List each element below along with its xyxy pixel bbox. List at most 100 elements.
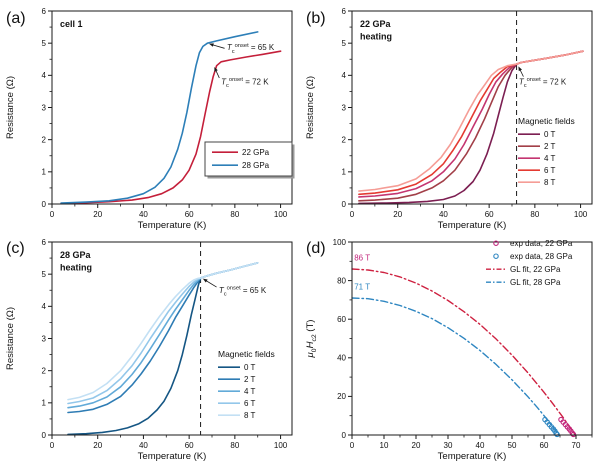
svg-text:40: 40 xyxy=(139,210,148,219)
svg-text:80: 80 xyxy=(337,276,346,285)
svg-text:50: 50 xyxy=(508,441,517,450)
svg-text:22 GPa: 22 GPa xyxy=(242,148,270,157)
svg-text:6 T: 6 T xyxy=(544,166,556,175)
svg-text:Temperature (K): Temperature (K) xyxy=(438,451,507,461)
svg-text:0: 0 xyxy=(350,210,355,219)
svg-text:3: 3 xyxy=(42,334,47,343)
svg-text:4 T: 4 T xyxy=(544,154,556,163)
svg-text:4: 4 xyxy=(342,71,347,80)
svg-text:40: 40 xyxy=(439,210,448,219)
svg-text:0 T: 0 T xyxy=(544,130,556,139)
panel-d: 0 10 20 30 40 50 60 70 0 20 40 60 80 100 Temperature (… xyxy=(300,231,600,461)
svg-text:0: 0 xyxy=(350,441,355,450)
panel-b: 0 20 40 60 80 100 0 1 2 3 4 5 6 Temperature (K) Resist… xyxy=(300,0,600,230)
svg-text:86 T: 86 T xyxy=(354,253,370,262)
svg-text:100: 100 xyxy=(574,210,588,219)
svg-text:1: 1 xyxy=(42,168,47,177)
svg-text:20: 20 xyxy=(393,210,402,219)
svg-text:Temperature (K): Temperature (K) xyxy=(138,220,207,230)
svg-text:2: 2 xyxy=(42,366,47,375)
svg-text:4: 4 xyxy=(42,302,47,311)
svg-text:Temperature (K): Temperature (K) xyxy=(438,220,507,230)
panel-d-letter: (d) xyxy=(306,240,326,257)
svg-text:20: 20 xyxy=(93,210,102,219)
svg-text:heating: heating xyxy=(60,263,92,273)
svg-text:Resistance (Ω): Resistance (Ω) xyxy=(305,76,316,139)
svg-text:heating: heating xyxy=(360,32,392,42)
panel-a-letter: (a) xyxy=(6,10,26,27)
svg-text:Tconset = 65 K: Tconset = 65 K xyxy=(219,285,267,297)
svg-text:0: 0 xyxy=(50,441,55,450)
svg-text:6: 6 xyxy=(42,7,47,16)
svg-text:80: 80 xyxy=(230,210,239,219)
svg-text:Magnetic fields: Magnetic fields xyxy=(518,116,575,126)
svg-text:μ0Hc2 (T): μ0Hc2 (T) xyxy=(305,320,318,359)
svg-text:0: 0 xyxy=(42,200,47,209)
svg-text:2 T: 2 T xyxy=(244,375,256,384)
svg-text:40: 40 xyxy=(337,354,346,363)
svg-text:0: 0 xyxy=(342,200,347,209)
svg-text:20: 20 xyxy=(337,392,346,401)
svg-text:GL fit, 28 GPa: GL fit, 28 GPa xyxy=(510,278,561,287)
panel-a: 0 20 40 60 80 100 0 1 2 3 4 5 6 Temperature (K) Resist… xyxy=(0,0,300,230)
svg-text:2: 2 xyxy=(42,135,47,144)
svg-text:5: 5 xyxy=(42,270,47,279)
svg-text:exp data, 22 GPa: exp data, 22 GPa xyxy=(510,239,573,248)
svg-text:3: 3 xyxy=(42,103,47,112)
svg-text:0 T: 0 T xyxy=(244,363,256,372)
svg-text:71 T: 71 T xyxy=(354,282,370,291)
svg-text:20: 20 xyxy=(412,441,421,450)
svg-text:60: 60 xyxy=(337,315,346,324)
panel-c-letter: (c) xyxy=(6,240,25,257)
svg-text:0: 0 xyxy=(342,431,347,440)
svg-text:Temperature (K): Temperature (K) xyxy=(138,451,207,461)
svg-text:Tconset = 65 K: Tconset = 65 K xyxy=(227,43,275,55)
svg-text:cell 1: cell 1 xyxy=(60,19,83,29)
svg-text:Tconset = 72 K: Tconset = 72 K xyxy=(221,77,269,89)
svg-text:8 T: 8 T xyxy=(244,411,256,420)
svg-text:5: 5 xyxy=(42,39,47,48)
svg-text:1: 1 xyxy=(342,168,347,177)
svg-text:3: 3 xyxy=(342,103,347,112)
svg-text:2: 2 xyxy=(342,135,347,144)
svg-text:exp data, 28 GPa: exp data, 28 GPa xyxy=(510,252,573,261)
svg-text:80: 80 xyxy=(530,210,539,219)
svg-text:28 GPa: 28 GPa xyxy=(242,161,270,170)
svg-text:10: 10 xyxy=(380,441,389,450)
svg-text:5: 5 xyxy=(342,39,347,48)
plot-c: 0 20 40 60 80 100 0 1 2 3 4 5 6 Temperature (K) Resist… xyxy=(5,238,293,461)
svg-text:0: 0 xyxy=(50,210,55,219)
svg-text:100: 100 xyxy=(274,210,288,219)
svg-text:4: 4 xyxy=(42,71,47,80)
svg-text:6: 6 xyxy=(342,7,347,16)
panel-b-letter: (b) xyxy=(306,10,326,27)
svg-text:28 GPa: 28 GPa xyxy=(60,250,92,260)
svg-text:8 T: 8 T xyxy=(544,178,556,187)
svg-text:Resistance (Ω): Resistance (Ω) xyxy=(5,76,16,139)
svg-text:70: 70 xyxy=(572,441,581,450)
plot-b: 0 20 40 60 80 100 0 1 2 3 4 5 6 Temperature (K) Resist… xyxy=(305,7,593,230)
svg-text:100: 100 xyxy=(333,238,347,247)
svg-text:60: 60 xyxy=(185,210,194,219)
svg-text:100: 100 xyxy=(274,441,288,450)
svg-text:60: 60 xyxy=(485,210,494,219)
plot-a: 0 20 40 60 80 100 0 1 2 3 4 5 6 Temperature (K) Resist… xyxy=(5,7,295,230)
svg-text:2 T: 2 T xyxy=(544,142,556,151)
svg-text:GL fit, 22 GPa: GL fit, 22 GPa xyxy=(510,265,561,274)
svg-text:Magnetic fields: Magnetic fields xyxy=(218,349,275,359)
svg-text:6 T: 6 T xyxy=(244,399,256,408)
svg-text:1: 1 xyxy=(42,399,47,408)
svg-text:22 GPa: 22 GPa xyxy=(360,19,392,29)
svg-text:4 T: 4 T xyxy=(244,387,256,396)
svg-text:Resistance (Ω): Resistance (Ω) xyxy=(5,307,16,370)
svg-text:30: 30 xyxy=(444,441,453,450)
svg-text:60: 60 xyxy=(540,441,549,450)
svg-text:40: 40 xyxy=(476,441,485,450)
svg-text:80: 80 xyxy=(230,441,239,450)
svg-text:40: 40 xyxy=(139,441,148,450)
plot-d: 0 10 20 30 40 50 60 70 0 20 40 60 80 100 Temperature (… xyxy=(305,238,593,461)
svg-text:Tconset = 72 K: Tconset = 72 K xyxy=(519,77,567,89)
svg-text:6: 6 xyxy=(42,238,47,247)
svg-text:0: 0 xyxy=(42,431,47,440)
